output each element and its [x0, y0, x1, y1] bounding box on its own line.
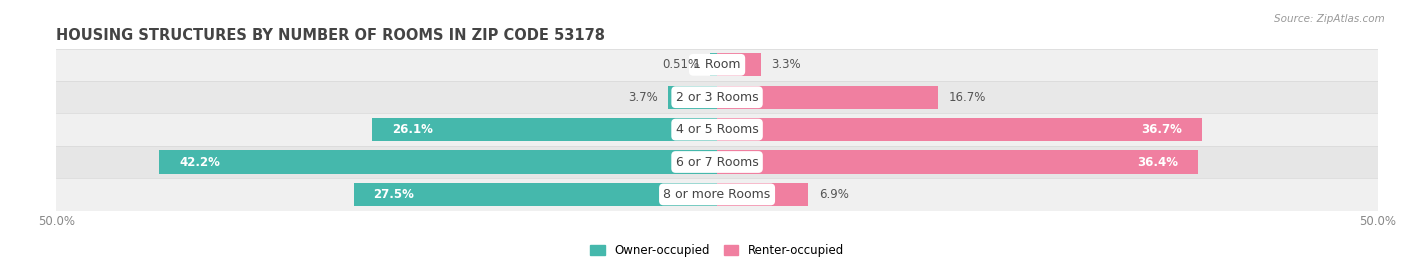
Text: 6 or 7 Rooms: 6 or 7 Rooms	[676, 156, 758, 168]
Bar	[56, 178, 1378, 211]
Text: HOUSING STRUCTURES BY NUMBER OF ROOMS IN ZIP CODE 53178: HOUSING STRUCTURES BY NUMBER OF ROOMS IN…	[56, 28, 605, 43]
Text: 8 or more Rooms: 8 or more Rooms	[664, 188, 770, 201]
Text: 0.51%: 0.51%	[662, 58, 700, 71]
Bar	[354, 183, 717, 206]
Text: 1 Room: 1 Room	[693, 58, 741, 71]
Text: 3.7%: 3.7%	[628, 91, 658, 104]
Text: 36.7%: 36.7%	[1142, 123, 1182, 136]
Bar	[717, 53, 761, 76]
Bar	[717, 86, 938, 109]
Text: 26.1%: 26.1%	[392, 123, 433, 136]
Text: 4 or 5 Rooms: 4 or 5 Rooms	[676, 123, 758, 136]
Bar	[717, 118, 1202, 141]
Text: 42.2%: 42.2%	[179, 156, 219, 168]
Bar	[717, 183, 808, 206]
Bar	[710, 53, 717, 76]
Text: 16.7%: 16.7%	[948, 91, 986, 104]
Bar	[56, 146, 1378, 178]
Bar	[373, 118, 717, 141]
Legend: Owner-occupied, Renter-occupied: Owner-occupied, Renter-occupied	[586, 239, 848, 261]
Text: 3.3%: 3.3%	[772, 58, 801, 71]
Bar	[159, 150, 717, 174]
Text: 27.5%: 27.5%	[374, 188, 415, 201]
Bar	[668, 86, 717, 109]
Text: 2 or 3 Rooms: 2 or 3 Rooms	[676, 91, 758, 104]
Bar	[56, 49, 1378, 81]
Bar	[56, 113, 1378, 146]
Text: 36.4%: 36.4%	[1137, 156, 1178, 168]
Bar	[56, 81, 1378, 113]
Text: Source: ZipAtlas.com: Source: ZipAtlas.com	[1274, 14, 1385, 23]
Bar	[717, 150, 1198, 174]
Text: 6.9%: 6.9%	[818, 188, 849, 201]
